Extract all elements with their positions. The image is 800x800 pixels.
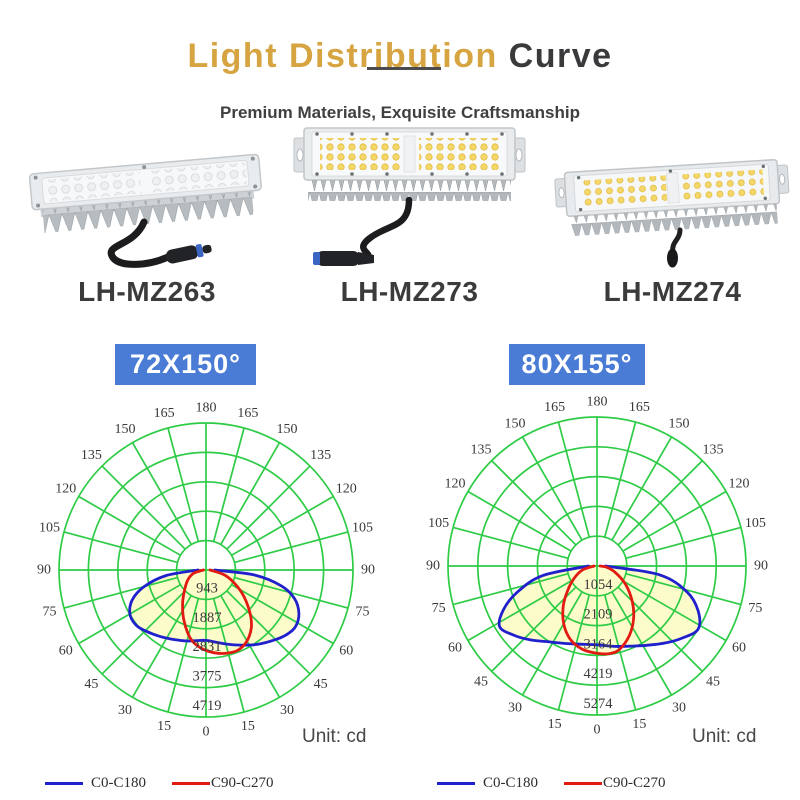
svg-text:3775: 3775	[193, 669, 222, 685]
svg-text:45: 45	[474, 675, 488, 690]
svg-text:135: 135	[703, 443, 724, 458]
svg-text:45: 45	[84, 677, 98, 692]
polar-chart-right: 0 15 15 30 30 45 45 60 60 75 75 90 90 105 105 120 120 135…	[426, 395, 768, 738]
legend-label-c0-c180: C0-C180	[483, 775, 539, 791]
page-title: Light Distribution Curve	[0, 35, 800, 77]
product-image-lh-mz274	[554, 158, 790, 268]
svg-text:45: 45	[706, 675, 720, 690]
svg-text:165: 165	[629, 400, 650, 415]
svg-text:45: 45	[314, 677, 328, 692]
legend-label-c0-c180: C0-C180	[91, 775, 147, 791]
svg-text:60: 60	[732, 641, 746, 656]
svg-text:1054: 1054	[584, 577, 614, 593]
svg-text:2109: 2109	[584, 607, 613, 623]
svg-text:75: 75	[432, 601, 446, 616]
svg-text:135: 135	[81, 448, 102, 463]
svg-text:90: 90	[754, 559, 768, 574]
svg-text:30: 30	[280, 703, 294, 718]
svg-text:30: 30	[118, 703, 132, 718]
page-subtitle: Premium Materials, Exquisite Craftsmansh…	[220, 103, 580, 122]
unit-label-right: Unit: cd	[692, 726, 757, 747]
beam-angle-badge-left: 72X150°	[115, 344, 256, 385]
svg-text:60: 60	[448, 641, 462, 656]
svg-text:90: 90	[37, 563, 51, 578]
svg-text:150: 150	[115, 422, 136, 437]
svg-text:3164: 3164	[584, 636, 614, 652]
svg-text:120: 120	[445, 477, 466, 492]
svg-text:90: 90	[361, 563, 375, 578]
svg-text:0: 0	[203, 725, 210, 740]
beam-angle-badge-right: 80X155°	[509, 344, 645, 385]
product-lh-mz274: LH-MZ274	[550, 142, 795, 308]
product-model-lh-mz274: LH-MZ274	[603, 276, 742, 307]
svg-text:60: 60	[59, 644, 73, 659]
svg-text:150: 150	[505, 417, 526, 432]
legend-label-c90-c270: C90-C270	[603, 775, 666, 791]
svg-text:75: 75	[43, 604, 57, 619]
svg-text:120: 120	[729, 477, 750, 492]
svg-text:120: 120	[336, 482, 357, 497]
svg-text:165: 165	[544, 400, 565, 415]
svg-text:90: 90	[426, 559, 440, 574]
legend-line-c0-c180	[437, 782, 475, 785]
svg-text:165: 165	[237, 406, 258, 421]
svg-text:15: 15	[632, 717, 646, 732]
svg-text:943: 943	[196, 580, 218, 596]
svg-text:150: 150	[669, 417, 690, 432]
legend-line-c0-c180	[45, 782, 83, 785]
svg-text:120: 120	[55, 482, 76, 497]
title-highlight: Light Distribution	[187, 36, 509, 75]
product-lh-mz273: LH-MZ273	[292, 112, 527, 308]
svg-text:165: 165	[154, 406, 175, 421]
product-model-lh-mz273: LH-MZ273	[340, 276, 479, 307]
svg-text:135: 135	[471, 443, 492, 458]
svg-text:1887: 1887	[193, 610, 222, 626]
svg-text:75: 75	[748, 601, 762, 616]
legend-line-c90-c270	[564, 782, 603, 785]
svg-text:105: 105	[39, 521, 60, 536]
svg-text:4719: 4719	[193, 698, 222, 714]
legend-label-c90-c270: C90-C270	[211, 775, 274, 791]
svg-text:0: 0	[594, 723, 601, 738]
unit-label-left: Unit: cd	[302, 726, 367, 747]
svg-text:105: 105	[745, 516, 766, 531]
product-model-lh-mz263: LH-MZ263	[78, 276, 216, 307]
title-rest: Curve	[508, 36, 613, 75]
svg-text:105: 105	[428, 516, 449, 531]
svg-text:150: 150	[277, 422, 298, 437]
svg-text:180: 180	[587, 395, 608, 410]
legend-left: C0-C180 C90-C270	[45, 775, 274, 792]
svg-text:180: 180	[196, 401, 217, 416]
svg-text:105: 105	[352, 521, 373, 536]
polar-chart-left: 0 15 15 30 30 45 45 60 60 75 75 90 90 105 105 120 120 135…	[37, 401, 375, 740]
legend-line-c90-c270	[172, 782, 211, 785]
svg-text:60: 60	[339, 644, 353, 659]
svg-text:2831: 2831	[193, 639, 222, 655]
svg-text:5274: 5274	[584, 696, 614, 712]
svg-text:30: 30	[672, 701, 686, 716]
title-divider	[367, 67, 441, 70]
svg-text:30: 30	[508, 701, 522, 716]
svg-text:135: 135	[310, 448, 331, 463]
product-lh-mz263: LH-MZ263	[22, 140, 272, 308]
legend-right: C0-C180 C90-C270	[437, 775, 666, 792]
product-image-lh-mz273	[293, 127, 526, 266]
svg-text:15: 15	[241, 719, 255, 734]
svg-text:75: 75	[356, 604, 370, 619]
product-image-lh-mz263	[28, 153, 262, 268]
svg-text:15: 15	[157, 719, 171, 734]
svg-text:4219: 4219	[584, 666, 613, 682]
svg-text:15: 15	[548, 717, 562, 732]
